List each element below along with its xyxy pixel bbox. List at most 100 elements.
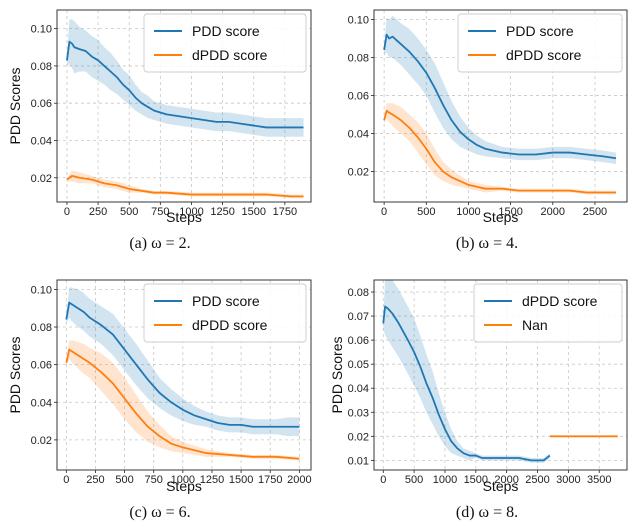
y-tick-label: 0.04	[31, 397, 52, 409]
series-band-2	[66, 170, 304, 199]
axes-frame	[56, 279, 312, 471]
y-tick-label: 0.08	[31, 322, 52, 334]
series-band-1	[66, 287, 300, 437]
x-tick-label: 1500	[464, 474, 488, 486]
x-tick-label: 2000	[494, 474, 518, 486]
y-tick-label: 0.08	[348, 53, 369, 65]
y-tick-label: 0.04	[31, 135, 52, 147]
axes-frame	[56, 9, 312, 203]
series-line-2	[383, 109, 617, 194]
legend: PDD score dPDD score	[143, 283, 307, 343]
x-axis-label: Steps	[166, 209, 202, 225]
series-band-1	[66, 19, 304, 137]
legend-box	[473, 283, 623, 343]
x-tick-label: 2000	[287, 474, 311, 486]
legend-entry: dPDD score	[522, 293, 598, 309]
x-tick-label: 0	[380, 474, 386, 486]
axes-frame	[373, 9, 628, 203]
legend-entry: PDD score	[506, 23, 574, 39]
y-tick-label: 0.04	[348, 129, 369, 141]
y-tick-label: 0.02	[31, 435, 52, 447]
y-axis-label: PDD Scores	[7, 336, 23, 413]
subfigure-caption: (c) ω = 6.	[129, 504, 190, 521]
x-tick-label: 1500	[498, 206, 522, 218]
y-tick-label: 0.10	[31, 284, 52, 296]
legend-entry: PDD score	[192, 293, 260, 309]
subplot-4: 0 500 1000 1500 2000 2500 3000 3500 0.01 0.02 0.03…	[329, 279, 628, 521]
y-tick-label: 0.06	[348, 335, 369, 347]
x-tick-label: 1750	[273, 206, 297, 218]
y-tick-label: 0.08	[348, 287, 369, 299]
y-tick-label: 0.02	[348, 167, 369, 179]
x-tick-label: 1000	[179, 206, 203, 218]
x-axis-label: Steps	[166, 478, 202, 494]
legend: PDD score dPDD score	[143, 13, 307, 73]
subfigure-caption: (a) ω = 2.	[129, 235, 190, 252]
x-axis-label: Steps	[483, 478, 519, 494]
x-tick-label: 3500	[587, 474, 611, 486]
x-tick-label: 750	[145, 474, 163, 486]
legend-box	[143, 13, 307, 73]
series-line-1	[66, 40, 304, 129]
legend-entry: dPDD score	[506, 47, 582, 63]
subplot-3: 0 250 500 750 1000 1250 1500 1750 2000 0.02 0.04 0.…	[7, 279, 312, 521]
x-tick-label: 500	[405, 474, 423, 486]
y-tick-label: 0.03	[348, 407, 369, 419]
y-tick-label: 0.04	[348, 383, 369, 395]
series-line-2	[65, 348, 300, 460]
x-tick-label: 2000	[541, 206, 565, 218]
series-line-1	[65, 301, 300, 428]
subfigure-caption: (b) ω = 4.	[456, 235, 518, 252]
y-tick-label: 0.05	[348, 359, 369, 371]
plot-area	[383, 15, 617, 195]
x-tick-label: 0	[63, 474, 69, 486]
x-tick-label: 500	[120, 206, 138, 218]
legend-box	[143, 283, 307, 343]
x-tick-label: 2500	[525, 474, 549, 486]
x-tick-label: 500	[417, 206, 435, 218]
series-band-1	[384, 15, 617, 164]
x-tick-label: 1250	[210, 206, 234, 218]
series-line-2	[66, 174, 304, 198]
x-tick-label: 3000	[556, 474, 580, 486]
x-tick-label: 250	[89, 206, 107, 218]
x-tick-label: 2500	[583, 206, 607, 218]
y-tick-label: 0.02	[31, 173, 52, 185]
x-tick-label: 1750	[258, 474, 282, 486]
legend: PDD score dPDD score	[457, 13, 623, 73]
subfigure-caption: (d) ω = 8.	[456, 504, 518, 521]
x-tick-label: 0	[64, 206, 70, 218]
y-axis-label: PDD Scores	[329, 336, 345, 413]
x-tick-label: 1250	[200, 474, 224, 486]
y-tick-label: 0.10	[348, 15, 369, 27]
y-tick-label: 0.02	[348, 431, 369, 443]
y-tick-label: 0.06	[31, 98, 52, 110]
legend: dPDD score Nan	[473, 283, 623, 343]
x-tick-label: 500	[115, 474, 133, 486]
series-line-1	[383, 33, 617, 160]
x-tick-label: 1000	[171, 474, 195, 486]
series-band-2	[66, 340, 300, 461]
y-tick-label: 0.06	[31, 360, 52, 372]
legend-entry: PDD score	[192, 23, 260, 39]
x-tick-label: 1500	[241, 206, 265, 218]
x-tick-label: 750	[151, 206, 169, 218]
legend-box	[457, 13, 623, 73]
y-tick-label: 0.01	[348, 455, 369, 467]
y-tick-label: 0.06	[348, 91, 369, 103]
x-tick-label: 0	[381, 206, 387, 218]
y-axis-label: PDD Scores	[7, 67, 23, 144]
plot-area	[66, 19, 304, 199]
axes-frame	[373, 279, 628, 471]
series-band-1	[383, 280, 550, 463]
x-tick-label: 1000	[433, 474, 457, 486]
plot-area	[65, 287, 300, 461]
legend-entry: dPDD score	[192, 47, 268, 63]
subplot-2: 0 500 1000 1500 2000 2500 0.02 0.04 0.06 0.08 0.10…	[348, 9, 628, 252]
subplot-1: 0 250 500 750 1000 1250 1500 1750 0.02 0.04 0.06 0.…	[7, 9, 312, 252]
y-tick-label: 0.07	[348, 311, 369, 323]
x-axis-label: Steps	[483, 209, 519, 225]
legend-entry: dPDD score	[192, 317, 268, 333]
y-tick-label: 0.08	[31, 61, 52, 73]
